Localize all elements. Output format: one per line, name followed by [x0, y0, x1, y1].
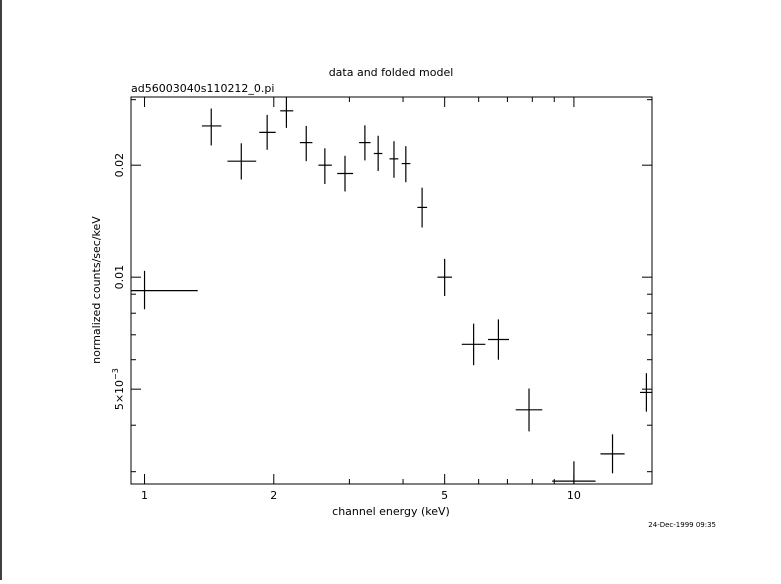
y-axis-label: normalized counts/sec/keV: [90, 216, 103, 364]
x-tick-label: 2: [270, 489, 277, 502]
data-point: [227, 143, 257, 180]
y-tick-label: 0.01: [113, 265, 126, 290]
x-tick-label: 10: [567, 489, 581, 502]
data-point: [461, 323, 486, 366]
data-point: [552, 461, 596, 484]
y-axis-ticks: [131, 99, 652, 473]
data-point: [318, 148, 332, 185]
y-tick-label: 5×10−3: [111, 368, 126, 410]
data-point: [373, 135, 383, 171]
data-point: [437, 258, 452, 296]
x-tick-label: 1: [141, 489, 148, 502]
x-axis-ticks: [144, 97, 575, 484]
data-point: [280, 97, 294, 128]
data-point: [515, 388, 543, 432]
plot-frame: [130, 96, 653, 485]
data-point: [299, 125, 313, 162]
data-point: [417, 187, 428, 228]
data-point: [259, 114, 276, 150]
chart-subtitle: ad56003040s110212_0.pi: [131, 82, 274, 95]
data-point: [600, 434, 625, 474]
y-axis-tick-labels: 5×10−3 0.01 0.02: [111, 153, 126, 410]
x-axis-tick-labels: 1 2 5 10: [141, 489, 581, 502]
data-point: [401, 146, 411, 183]
timestamp: 24-Dec-1999 09:35: [648, 521, 716, 529]
y-tick-label: 0.02: [113, 153, 126, 178]
x-tick-label: 5: [441, 489, 448, 502]
data-point: [389, 141, 399, 178]
data-points: [131, 97, 652, 484]
chart-title: data and folded model: [329, 66, 454, 79]
data-point: [201, 108, 222, 146]
data-point: [639, 373, 652, 412]
data-point: [131, 270, 198, 310]
x-axis-label: channel energy (keV): [332, 505, 450, 518]
data-point: [359, 125, 371, 161]
data-point: [337, 155, 354, 192]
data-point: [488, 319, 509, 360]
